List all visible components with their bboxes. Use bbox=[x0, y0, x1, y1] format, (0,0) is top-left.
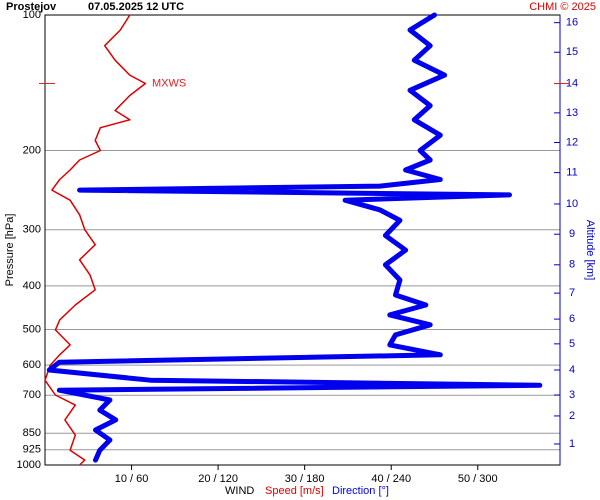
y-tick-label: 925 bbox=[23, 444, 41, 456]
y2-tick-label: 2 bbox=[569, 410, 575, 422]
x-tick-label: 50 / 300 bbox=[458, 473, 498, 485]
y2-tick-label: 11 bbox=[566, 167, 577, 179]
y-tick-label: 300 bbox=[23, 224, 41, 236]
annotation-label: MXWS bbox=[152, 77, 186, 89]
y2-tick-label: 1 bbox=[569, 438, 575, 450]
x-tick-label: 10 / 60 bbox=[115, 473, 149, 485]
y2-tick-label: 3 bbox=[569, 389, 575, 401]
plot-frame bbox=[44, 14, 561, 466]
y2-tick-label: 8 bbox=[569, 259, 575, 271]
y2-tick-label: 6 bbox=[569, 313, 575, 325]
speed-line bbox=[44, 14, 147, 466]
x-axis-label: WIND bbox=[225, 485, 254, 497]
x-tick-label: 40 / 240 bbox=[371, 473, 411, 485]
y2-tick-label: 5 bbox=[569, 338, 575, 350]
credit: CHMI © 2025 bbox=[529, 1, 596, 13]
y2-tick-label: 16 bbox=[566, 17, 578, 29]
y2-tick-label: 10 bbox=[566, 198, 578, 210]
y-tick-label: 500 bbox=[23, 323, 41, 335]
y-tick-label: 600 bbox=[23, 359, 41, 371]
y2-tick-label: 7 bbox=[569, 287, 575, 299]
x-tick-label: 20 / 120 bbox=[198, 473, 238, 485]
chart-subtitle: 07.05.2025 12 UTC bbox=[88, 1, 184, 13]
y-tick-label: 100 bbox=[23, 9, 41, 21]
y-axis-label: Pressure [hPa] bbox=[4, 214, 16, 287]
y-tick-label: 700 bbox=[23, 389, 41, 401]
y2-tick-label: 14 bbox=[566, 77, 578, 89]
chart-title: Prostejov bbox=[6, 1, 57, 13]
x-tick-label: 30 / 180 bbox=[285, 473, 325, 485]
legend-entry: Direction [°] bbox=[332, 485, 389, 497]
y2-tick-label: 15 bbox=[566, 46, 578, 58]
y-tick-label: 400 bbox=[23, 280, 41, 292]
y2-axis-label: Altitude [km] bbox=[584, 220, 596, 281]
y2-tick-label: 4 bbox=[569, 364, 575, 376]
legend-entry: Speed [m/s] bbox=[265, 485, 324, 497]
y2-tick-label: 9 bbox=[569, 228, 575, 240]
y2-tick-label: 12 bbox=[566, 136, 578, 148]
y2-tick-label: 13 bbox=[566, 107, 578, 119]
y-tick-label: 1000 bbox=[17, 459, 41, 471]
y-tick-label: 850 bbox=[23, 427, 41, 439]
direction-line bbox=[46, 12, 543, 463]
y-tick-label: 200 bbox=[23, 144, 41, 156]
